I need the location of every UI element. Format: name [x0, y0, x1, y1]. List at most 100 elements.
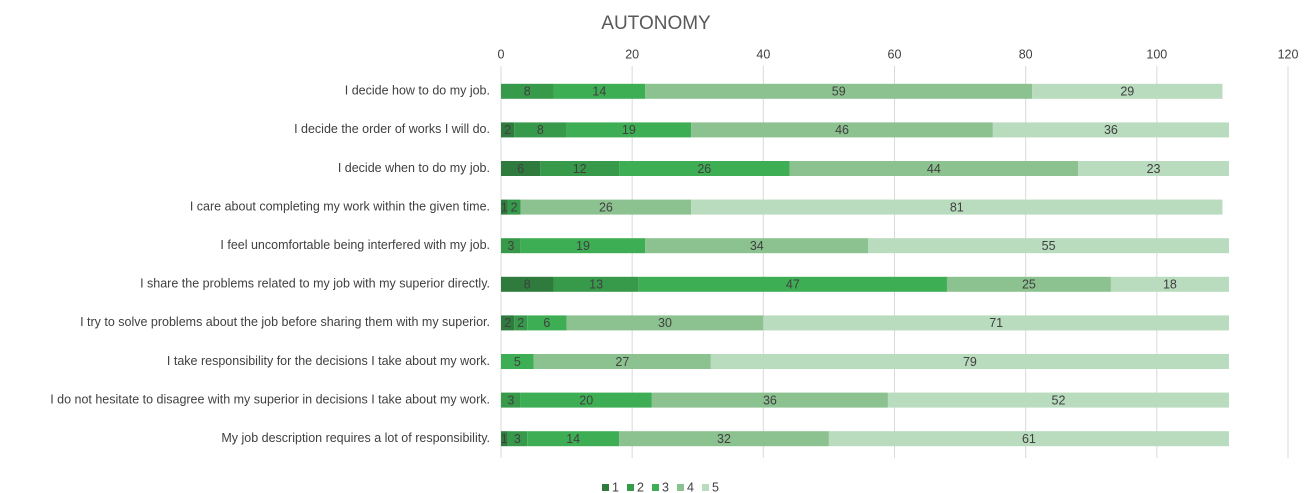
bar-segment: [887, 392, 1229, 408]
legend-swatch: [602, 484, 609, 491]
bar-segment: [501, 276, 554, 292]
bar-segment: [553, 83, 646, 99]
bar-segment: [1110, 276, 1229, 292]
data-label: 1: [501, 200, 508, 214]
data-label: 6: [517, 162, 524, 176]
data-label: 27: [615, 355, 629, 369]
bar-segment: [691, 199, 1223, 215]
legend-swatch: [627, 484, 634, 491]
data-label: 29: [1120, 85, 1134, 99]
legend-label: 4: [687, 480, 694, 493]
bar-segment: [514, 122, 567, 138]
x-tick-label: 60: [888, 47, 902, 61]
bar-segment: [507, 199, 521, 215]
data-label: 3: [514, 432, 521, 446]
bar-segment: [651, 392, 888, 408]
bar-segment: [691, 122, 993, 138]
data-label: 8: [524, 278, 531, 292]
data-label: 36: [763, 393, 777, 407]
y-tick-label: I try to solve problems about the job be…: [80, 315, 490, 329]
data-label: 46: [835, 123, 849, 137]
y-tick-label: I take responsibility for the decisions …: [167, 354, 490, 368]
data-label: 47: [786, 278, 800, 292]
bar-segment: [540, 161, 620, 176]
bar-segment: [533, 354, 711, 369]
data-label: 6: [543, 316, 550, 330]
data-label: 44: [927, 162, 941, 176]
bar-segment: [566, 315, 764, 331]
y-tick-label: I do not hesitate to disagree with my su…: [50, 392, 490, 406]
data-label: 19: [622, 123, 636, 137]
bar-segment: [645, 238, 869, 254]
bar-segment: [507, 431, 528, 447]
legend-label: 2: [637, 480, 644, 493]
data-label: 32: [717, 432, 731, 446]
data-label: 30: [658, 316, 672, 330]
bar-segment: [1078, 161, 1229, 176]
bar-segment: [501, 238, 521, 254]
y-tick-label: I feel uncomfortable being interfered wi…: [220, 238, 490, 252]
data-label: 2: [504, 123, 511, 137]
bar-segment: [553, 276, 639, 292]
bar-segment: [520, 238, 646, 254]
data-label: 79: [963, 355, 977, 369]
x-tick-label: 80: [1019, 47, 1033, 61]
legend-label: 3: [662, 480, 669, 493]
legend-swatch: [677, 484, 684, 491]
data-label: 18: [1163, 278, 1177, 292]
y-tick-label: I decide the order of works I will do.: [294, 122, 490, 136]
bar-segment: [566, 122, 692, 138]
data-label: 2: [511, 200, 518, 214]
bar-segment: [501, 122, 515, 138]
bar-segment: [501, 199, 508, 215]
bar-segment: [868, 238, 1229, 254]
data-label: 26: [697, 162, 711, 176]
data-label: 23: [1147, 162, 1161, 176]
legend-swatch: [702, 484, 709, 491]
data-label: 3: [507, 239, 514, 253]
data-label: 26: [599, 200, 613, 214]
chart-title: AUTONOMY: [601, 13, 711, 34]
legend-swatch: [652, 484, 659, 491]
data-label: 19: [576, 239, 590, 253]
data-label: 81: [950, 200, 964, 214]
legend-label: 5: [712, 480, 719, 493]
data-label: 3: [507, 393, 514, 407]
data-label: 8: [524, 85, 531, 99]
bar-segment: [501, 392, 521, 408]
bar-segment: [992, 122, 1229, 138]
y-tick-label: I decide how to do my job.: [345, 84, 490, 98]
data-label: 61: [1022, 432, 1036, 446]
data-label: 5: [514, 355, 521, 369]
data-label: 59: [832, 85, 846, 99]
data-label: 12: [573, 162, 587, 176]
bar-segment: [789, 161, 1079, 176]
x-tick-label: 40: [756, 47, 770, 61]
y-tick-label: I decide when to do my job.: [338, 161, 490, 175]
data-label: 52: [1052, 393, 1066, 407]
data-label: 25: [1022, 278, 1036, 292]
bar-segment: [638, 276, 947, 292]
bar-segment: [501, 431, 508, 447]
x-tick-label: 120: [1278, 47, 1299, 61]
data-label: 71: [989, 316, 1003, 330]
bar-segment: [501, 83, 554, 99]
bar-segment: [514, 315, 528, 331]
bar-segment: [645, 83, 1033, 99]
data-label: 55: [1042, 239, 1056, 253]
data-label: 13: [589, 278, 603, 292]
bar-segment: [520, 199, 692, 215]
bar-segment: [946, 276, 1111, 292]
legend-label: 1: [612, 480, 619, 493]
bar-segment: [501, 161, 541, 176]
bar-segment: [619, 431, 829, 447]
bar-segment: [501, 354, 534, 369]
data-label: 1: [501, 432, 508, 446]
data-label: 14: [592, 85, 606, 99]
y-tick-label: I care about completing my work within t…: [190, 199, 490, 213]
data-label: 8: [537, 123, 544, 137]
data-label: 2: [504, 316, 511, 330]
bar-segment: [527, 431, 620, 447]
